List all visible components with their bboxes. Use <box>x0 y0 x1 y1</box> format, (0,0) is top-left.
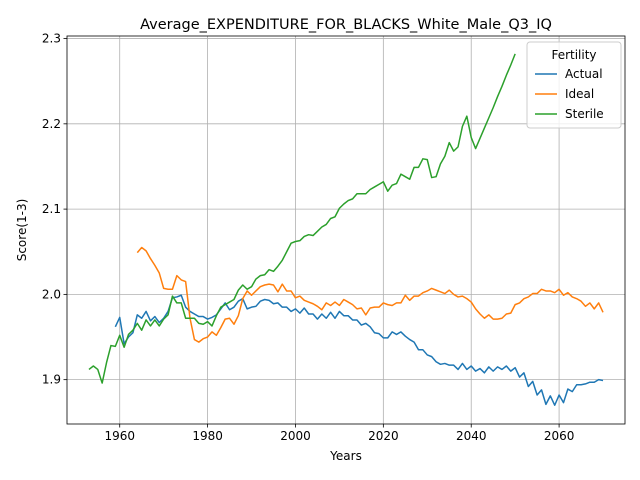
y-tick-label: 2.1 <box>42 202 61 216</box>
y-tick-label: 2.0 <box>42 287 61 301</box>
x-tick-label: 1960 <box>104 429 135 443</box>
x-axis-label: Years <box>329 449 362 463</box>
legend-label-sterile: Sterile <box>565 107 604 121</box>
x-tick-label: 1980 <box>192 429 223 443</box>
x-tick-label: 2060 <box>544 429 575 443</box>
legend-label-actual: Actual <box>565 67 603 81</box>
y-tick-label: 1.9 <box>42 373 61 387</box>
y-tick-label: 2.3 <box>42 32 61 46</box>
x-tick-label: 2040 <box>456 429 487 443</box>
chart-title: Average_EXPENDITURE_FOR_BLACKS_White_Mal… <box>140 17 552 33</box>
legend-title: Fertility <box>551 48 596 62</box>
y-tick-label: 2.2 <box>42 117 61 131</box>
x-tick-label: 2000 <box>280 429 311 443</box>
x-tick-label: 2020 <box>368 429 399 443</box>
legend: Fertility Actual Ideal Sterile <box>527 42 621 128</box>
y-axis-label: Score(1-3) <box>15 199 29 262</box>
legend-label-ideal: Ideal <box>565 87 594 101</box>
